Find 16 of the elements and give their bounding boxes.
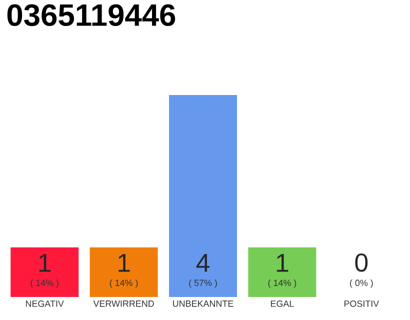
data-label: ( 0% )	[350, 279, 373, 288]
chart-title: 0365119446	[7, 4, 176, 26]
data-label: ( 14% )	[110, 279, 138, 288]
data-label: ( 14% )	[268, 279, 296, 288]
x-tick-label: UNBEKANNTE	[173, 300, 234, 307]
x-tick-label: EGAL	[270, 300, 294, 307]
x-tick-label: NEGATIV	[26, 300, 64, 307]
annotation: 0	[355, 253, 368, 272]
annotation: 4	[196, 254, 210, 272]
x-tick-label: POSITIV	[344, 300, 380, 307]
data-label: ( 57% )	[189, 279, 217, 288]
x-tick-label: VERWIRREND	[93, 300, 154, 307]
data-label: ( 14% )	[30, 279, 58, 288]
annotation: 1	[39, 254, 51, 272]
annotation: 1	[118, 254, 130, 272]
annotation: 1	[276, 254, 288, 272]
